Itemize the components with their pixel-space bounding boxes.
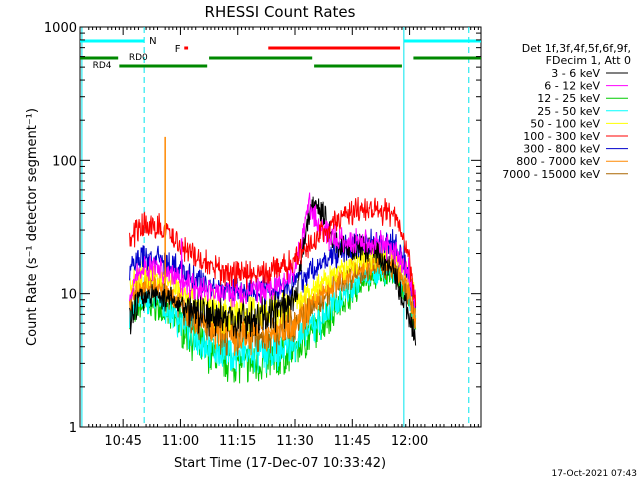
legend-entry-label: 25 - 50 keV — [537, 105, 600, 118]
x-tick-label: 11:15 — [219, 434, 256, 449]
series-line — [129, 192, 417, 308]
annotation-bars: N F RD0 RD4 — [80, 27, 481, 427]
y-tick-label: 1 — [69, 421, 77, 436]
x-tick-label: 12:00 — [391, 434, 428, 449]
legend-entry-label: 12 - 25 keV — [537, 92, 600, 105]
legend-entry-label: 3 - 6 keV — [551, 67, 600, 80]
axis-ticks: 10:45 11:00 11:15 11:30 11:45 12:00 1 10 100 1000 — [44, 21, 481, 449]
legend-entry-label: 50 - 100 keV — [530, 117, 600, 130]
series-line — [129, 196, 417, 307]
legend-header: FDecim 1, Att 0 — [546, 54, 631, 67]
chart-title: RHESSI Count Rates — [205, 3, 356, 21]
x-axis-label: Start Time (17-Dec-07 10:33:42) — [174, 456, 386, 471]
x-tick-label: 10:45 — [104, 434, 141, 449]
plot-frame — [79, 26, 482, 428]
series-line — [129, 196, 417, 346]
legend-entry-label: 800 - 7000 keV — [516, 155, 600, 168]
x-tick-label: 11:45 — [334, 434, 371, 449]
night-label: N — [149, 36, 156, 47]
flare-label: F — [175, 44, 181, 55]
x-tick-label: 11:00 — [162, 434, 199, 449]
timestamp: 17-Oct-2021 07:43 — [552, 469, 637, 479]
y-axis-label: Count Rate (s⁻¹ detector segment⁻¹) — [25, 108, 40, 346]
decimation-label: RD0 — [129, 53, 148, 63]
legend: Det 1f,3f,4f,5f,6f,9f,FDecim 1, Att 03 -… — [502, 42, 631, 181]
decimation-label: RD4 — [93, 61, 112, 71]
series-layer — [129, 136, 417, 384]
y-tick-label: 10 — [60, 288, 77, 303]
legend-entry-label: 6 - 12 keV — [544, 80, 600, 93]
y-tick-label: 1000 — [44, 21, 77, 36]
x-tick-label: 11:30 — [276, 434, 313, 449]
legend-entry-label: 7000 - 15000 keV — [502, 168, 600, 181]
legend-entry-label: 100 - 300 keV — [523, 130, 600, 143]
y-tick-label: 100 — [52, 154, 77, 169]
legend-entry-label: 300 - 800 keV — [523, 143, 600, 156]
legend-header: Det 1f,3f,4f,5f,6f,9f, — [522, 42, 631, 55]
